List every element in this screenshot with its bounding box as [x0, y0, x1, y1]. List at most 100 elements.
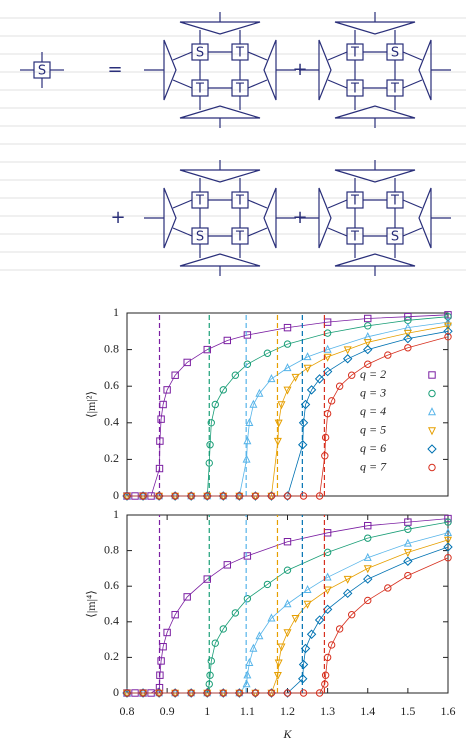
tensor-label: T [350, 82, 359, 97]
series-line [127, 317, 448, 496]
tensor-label: T [195, 194, 204, 209]
tensor-label: T [235, 82, 244, 97]
diagram-line [180, 254, 260, 276]
point [429, 428, 435, 434]
y-axis-label: ⟨|m|⁴⟩ [84, 590, 98, 618]
point [429, 464, 435, 470]
x-tick-label: 0.9 [160, 704, 175, 718]
diagram-line [419, 188, 451, 248]
tensor-label: S [391, 230, 399, 245]
page: S = + + + 00.20.40.60.81⟨|m|²⟩q = 2q = 3… [0, 0, 466, 747]
point [284, 600, 290, 606]
series-line [127, 522, 448, 693]
y-tick-label: 1 [113, 507, 119, 521]
diagram-line [200, 200, 240, 236]
point [429, 408, 435, 414]
tensor-label: T [235, 46, 244, 61]
tensor-label: T [390, 82, 399, 97]
diagram-line [299, 188, 331, 248]
series-line [127, 558, 448, 693]
tensor-label: S [196, 46, 204, 61]
diagram-line [180, 12, 260, 34]
x-tick-label: 1.3 [320, 704, 335, 718]
point [304, 586, 310, 592]
tensor-label: T [350, 230, 359, 245]
y-tick-label: 0.8 [104, 341, 119, 355]
lhs-tensor: S [20, 52, 64, 88]
diagram-line [200, 178, 240, 258]
diagram-line [335, 12, 415, 34]
y-tick-label: 0.2 [104, 451, 119, 465]
plots: 00.20.40.60.81⟨|m|²⟩q = 2q = 3q = 4q = 5… [84, 305, 456, 741]
point [365, 566, 371, 572]
diagram-line [355, 178, 395, 258]
tensor-label: T [350, 194, 359, 209]
y-tick-label: 0.6 [104, 378, 119, 392]
diagram-line [328, 200, 422, 236]
y-tick-label: 0.8 [104, 542, 119, 556]
x-tick-label: 1.5 [400, 704, 415, 718]
series-line [127, 337, 448, 496]
plus-sign: + [110, 207, 125, 228]
diagram-line [335, 254, 415, 276]
point [324, 354, 330, 360]
point [344, 576, 350, 582]
legend-label: q = 6 [360, 441, 386, 455]
point [428, 445, 436, 453]
y-tick-label: 0 [113, 488, 119, 502]
diagram-line [200, 52, 240, 88]
series-line [127, 540, 448, 693]
legend-label: q = 7 [360, 459, 387, 473]
point [268, 375, 274, 381]
x-tick-label: 1 [204, 704, 210, 718]
tensor-label: S [38, 64, 46, 79]
diagram-line [335, 106, 415, 128]
x-tick-label: 1.1 [240, 704, 255, 718]
legend-label: q = 3 [360, 385, 386, 399]
diagram-term: T T T S [299, 160, 451, 276]
x-tick-label: 0.8 [120, 704, 135, 718]
diagram-term: S T T T [144, 12, 296, 128]
tensor-label: S [391, 46, 399, 61]
series-line [127, 331, 448, 496]
diagram-line [335, 160, 415, 182]
tensor-label: T [350, 46, 359, 61]
x-tick-label: 1.4 [360, 704, 375, 718]
diagram-line [264, 40, 296, 100]
diagram-line [180, 106, 260, 128]
x-tick-label: 1.6 [441, 704, 456, 718]
y-tick-label: 0.4 [104, 614, 119, 628]
diagram-line [328, 52, 422, 88]
diagram-line [144, 40, 176, 100]
series-line [127, 322, 448, 496]
diagram-line [355, 52, 395, 88]
diagram-line [299, 40, 331, 100]
diagram-line [264, 188, 296, 248]
series-line [127, 533, 448, 693]
point [284, 364, 290, 370]
tensor-label: T [195, 82, 204, 97]
y-tick-label: 0.6 [104, 578, 119, 592]
y-tick-label: 0.4 [104, 415, 119, 429]
tensor-label: T [235, 194, 244, 209]
x-tick-label: 1.2 [280, 704, 295, 718]
point [429, 372, 435, 378]
tensor-label: T [390, 194, 399, 209]
diagram-line [144, 188, 176, 248]
diagram-term: T S T T [299, 12, 451, 128]
y-axis-label: ⟨|m|²⟩ [84, 391, 98, 418]
legend-label: q = 2 [360, 367, 386, 381]
y-tick-label: 0.2 [104, 649, 119, 663]
diagram-line [173, 52, 267, 88]
diagram-line [419, 40, 451, 100]
chart-panel: 0 0.2 0.4 0.6 0.8 1 0.8 0.9 1 1.1 1.2 1.3 1.4 1.5 1.6 ⟨… [84, 507, 456, 741]
diagram-line [180, 160, 260, 182]
legend-label: q = 5 [360, 422, 386, 436]
chart-panel: 00.20.40.60.81⟨|m|²⟩q = 2q = 3q = 4q = 5… [84, 305, 452, 502]
series-line [127, 547, 448, 693]
series-line [127, 326, 448, 496]
point [324, 574, 330, 580]
tensor-label: S [196, 230, 204, 245]
diagram-line [200, 30, 240, 110]
y-tick-label: 0 [113, 685, 119, 699]
